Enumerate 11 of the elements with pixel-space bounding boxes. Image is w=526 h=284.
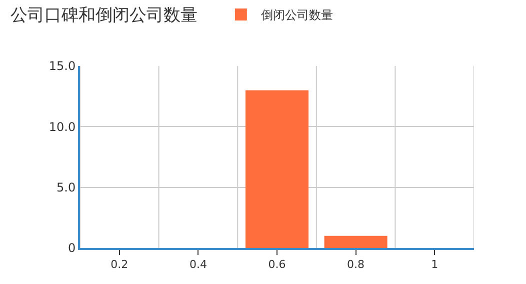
y-tick-label: 0 (68, 241, 76, 256)
y-tick-label: 15.0 (48, 59, 76, 74)
chart-title: 公司口碑和倒闭公司数量 (10, 5, 198, 26)
legend-label: 倒闭公司数量 (260, 8, 333, 22)
x-tick-label: 0.4 (189, 258, 207, 272)
x-tick-label: 1 (431, 258, 438, 272)
y-tick-label: 5.0 (56, 180, 76, 195)
x-tick-label: 0.8 (347, 258, 365, 272)
x-tick-label: 0.2 (110, 258, 128, 272)
x-tick-label: 0.6 (268, 258, 286, 272)
y-tick-label: 10.0 (48, 120, 76, 134)
